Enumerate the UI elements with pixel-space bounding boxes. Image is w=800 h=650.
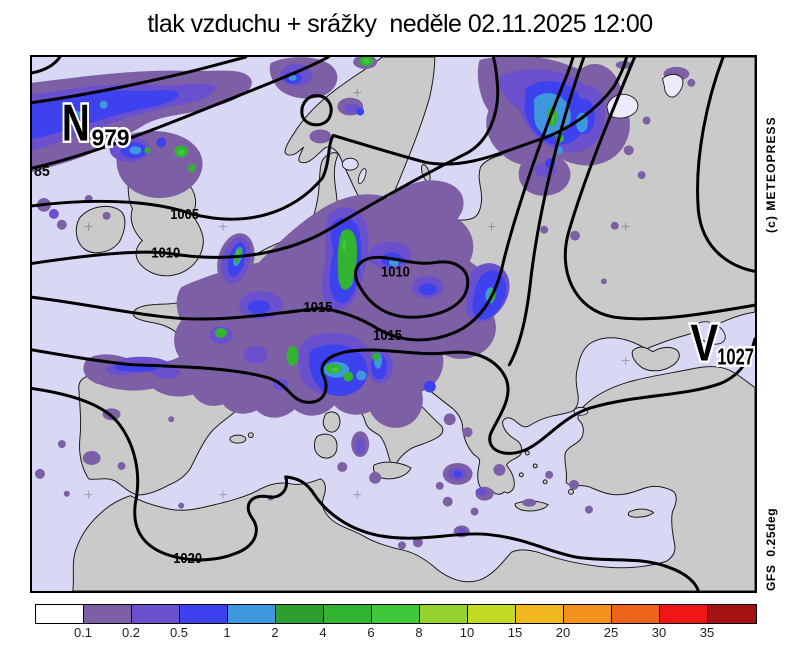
lake-onega: [662, 73, 684, 98]
copyright-watermark: (c) METEOPRESS: [764, 116, 778, 233]
isobar-label: 1010: [151, 246, 180, 262]
land-mallorca: [229, 434, 247, 444]
precip-level-6: [178, 57, 555, 372]
isobars: [32, 57, 755, 591]
legend-tick-label: 25: [603, 625, 619, 640]
legend-tick-label: 20: [555, 625, 571, 640]
legend-tick-label: 4: [319, 625, 327, 640]
land-rhodes: [568, 488, 575, 495]
legend-cell: [612, 605, 660, 623]
isobar-label: 1020: [173, 551, 202, 567]
legend-cell: [84, 605, 132, 623]
legend-cell: [372, 605, 420, 623]
legend-cell: [132, 605, 180, 623]
legend-cell: [660, 605, 708, 623]
legend-cell: [180, 605, 228, 623]
land-aegean-island: [532, 463, 538, 469]
legend-cell: [564, 605, 612, 623]
legend-tick-label: 1: [223, 625, 231, 640]
lake-vanern: [341, 157, 359, 171]
model-watermark: GFS 0.25deg: [764, 507, 778, 591]
isobar-label: 1010: [381, 264, 410, 280]
land-aegean-island: [518, 472, 524, 478]
legend-cell: [324, 605, 372, 623]
low-value: 979: [92, 124, 130, 150]
land-anatolia-africa: [72, 366, 755, 591]
legend-tick-label: 2: [271, 625, 279, 640]
isobar-label: 1015: [303, 300, 332, 316]
high-symbol: V: [690, 314, 718, 372]
land-crimea: [631, 346, 680, 372]
legend-cell: [468, 605, 516, 623]
isobar-labels: 85 1005 1010 1010 1015 1015 1020: [34, 164, 410, 567]
sea-of-azov: [694, 321, 726, 345]
legend-tick-label: 35: [699, 625, 715, 640]
legend-cell: [516, 605, 564, 623]
legend-cell: [36, 605, 84, 623]
high-value: 1027: [717, 344, 754, 370]
legend-tick-label: 6: [367, 625, 375, 640]
legend-tick-label: 30: [651, 625, 667, 640]
land-cyprus: [627, 508, 655, 518]
legend-tick-label: 0.5: [169, 625, 189, 640]
legend-cell: [708, 605, 756, 623]
legend-tick-label: 10: [459, 625, 475, 640]
legend-cell: [228, 605, 276, 623]
land-ireland: [75, 205, 126, 254]
land-corsica: [322, 411, 341, 433]
lake-vattern: [357, 168, 367, 185]
legend-cell: [276, 605, 324, 623]
isobar-label: 85: [34, 164, 50, 180]
isobar-label: 1015: [373, 328, 402, 344]
legend-tick-label: 0.1: [73, 625, 93, 640]
isobar-label: 1005: [170, 207, 199, 223]
weather-map: 85 1005 1010 1010 1015 1015 1020 N 979 V…: [30, 55, 757, 593]
legend-bar: [35, 604, 757, 624]
land-menorca: [247, 432, 254, 439]
precipitation-legend: 0.1 0.2 0.5 1 2 4 6 8 10 15 20 25 30 35: [35, 604, 757, 644]
land-aegean-island: [524, 450, 530, 456]
legend-tick-label: 15: [507, 625, 523, 640]
legend-cell: [420, 605, 468, 623]
land-sardinia: [313, 433, 338, 459]
land-scandinavia: [284, 57, 436, 211]
pressure-center-low: N 979: [59, 91, 132, 154]
legend-tick-label: 0.2: [121, 625, 141, 640]
low-symbol: N: [62, 93, 90, 151]
lakes: [341, 73, 726, 416]
land-aegean-island: [542, 479, 548, 485]
legend-labels: 0.1 0.2 0.5 1 2 4 6 8 10 15 20 25 30 35: [35, 625, 757, 643]
lake-ladoga: [606, 93, 639, 119]
map-title: tlak vzduchu + srážky neděle 02.11.2025 …: [147, 10, 653, 38]
pressure-center-high: V 1027: [688, 311, 755, 374]
legend-tick-label: 8: [415, 625, 423, 640]
